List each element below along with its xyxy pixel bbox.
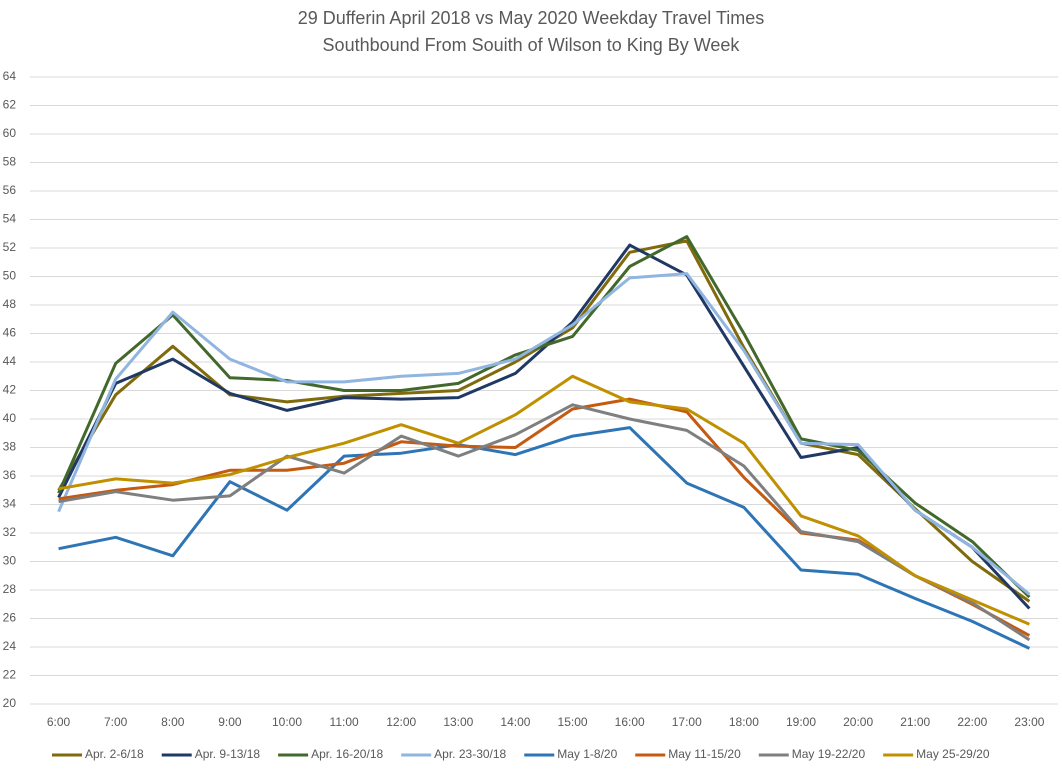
x-tick-label: 17:00 (672, 715, 702, 729)
x-tick-label: 14:00 (500, 715, 530, 729)
y-tick-label: 20 (3, 696, 17, 710)
y-tick-label: 42 (3, 383, 17, 397)
y-tick-label: 28 (3, 582, 17, 596)
y-tick-label: 44 (3, 354, 17, 368)
series-line (57, 272, 1031, 596)
x-tick-label: 21:00 (900, 715, 930, 729)
y-tick-label: 60 (3, 126, 17, 140)
legend-label: Apr. 9-13/18 (195, 747, 261, 761)
legend-label: Apr. 23-30/18 (434, 747, 506, 761)
y-tick-label: 48 (3, 297, 17, 311)
legend-label: May 1-8/20 (557, 747, 617, 761)
x-tick-label: 13:00 (443, 715, 473, 729)
y-tick-label: 32 (3, 525, 17, 539)
x-tick-label: 12:00 (386, 715, 416, 729)
y-tick-label: 64 (3, 69, 17, 83)
series-line (58, 403, 1031, 642)
y-tick-label: 38 (3, 440, 17, 454)
x-tick-label: 19:00 (786, 715, 816, 729)
x-tick-label: 15:00 (558, 715, 588, 729)
x-tick-label: 9:00 (218, 715, 242, 729)
x-tick-label: 23:00 (1014, 715, 1044, 729)
x-tick-label: 20:00 (843, 715, 873, 729)
y-tick-label: 46 (3, 326, 17, 340)
x-tick-label: 18:00 (729, 715, 759, 729)
y-tick-label: 50 (3, 269, 17, 283)
x-tick-label: 16:00 (615, 715, 645, 729)
x-tick-label: 10:00 (272, 715, 302, 729)
x-tick-label: 22:00 (957, 715, 987, 729)
y-tick-label: 62 (3, 98, 17, 112)
y-tick-label: 24 (3, 639, 17, 653)
y-tick-label: 26 (3, 611, 17, 625)
y-tick-label: 56 (3, 183, 17, 197)
y-tick-label: 30 (3, 554, 17, 568)
chart-subtitle: Southbound From Souith of Wilson to King… (323, 35, 741, 55)
legend-label: May 11-15/20 (668, 747, 741, 761)
legend-label: Apr. 16-20/18 (311, 747, 383, 761)
series-line (58, 426, 1031, 650)
x-tick-label: 6:00 (47, 715, 71, 729)
y-tick-label: 34 (3, 497, 17, 511)
y-tick-label: 36 (3, 468, 17, 482)
y-tick-label: 40 (3, 411, 17, 425)
y-tick-label: 22 (3, 668, 17, 682)
chart-title: 29 Dufferin April 2018 vs May 2020 Weekd… (298, 8, 765, 28)
x-tick-label: 11:00 (330, 715, 359, 729)
legend-label: Apr. 2-6/18 (85, 747, 144, 761)
series-line (57, 235, 1031, 599)
y-tick-label: 52 (3, 240, 17, 254)
legend-label: May 25-29/20 (916, 747, 990, 761)
x-tick-label: 7:00 (104, 715, 128, 729)
legend-label: May 19-22/20 (792, 747, 866, 761)
x-tick-label: 8:00 (161, 715, 185, 729)
series-line (58, 374, 1030, 626)
y-tick-label: 54 (3, 212, 17, 226)
y-tick-label: 58 (3, 155, 17, 169)
